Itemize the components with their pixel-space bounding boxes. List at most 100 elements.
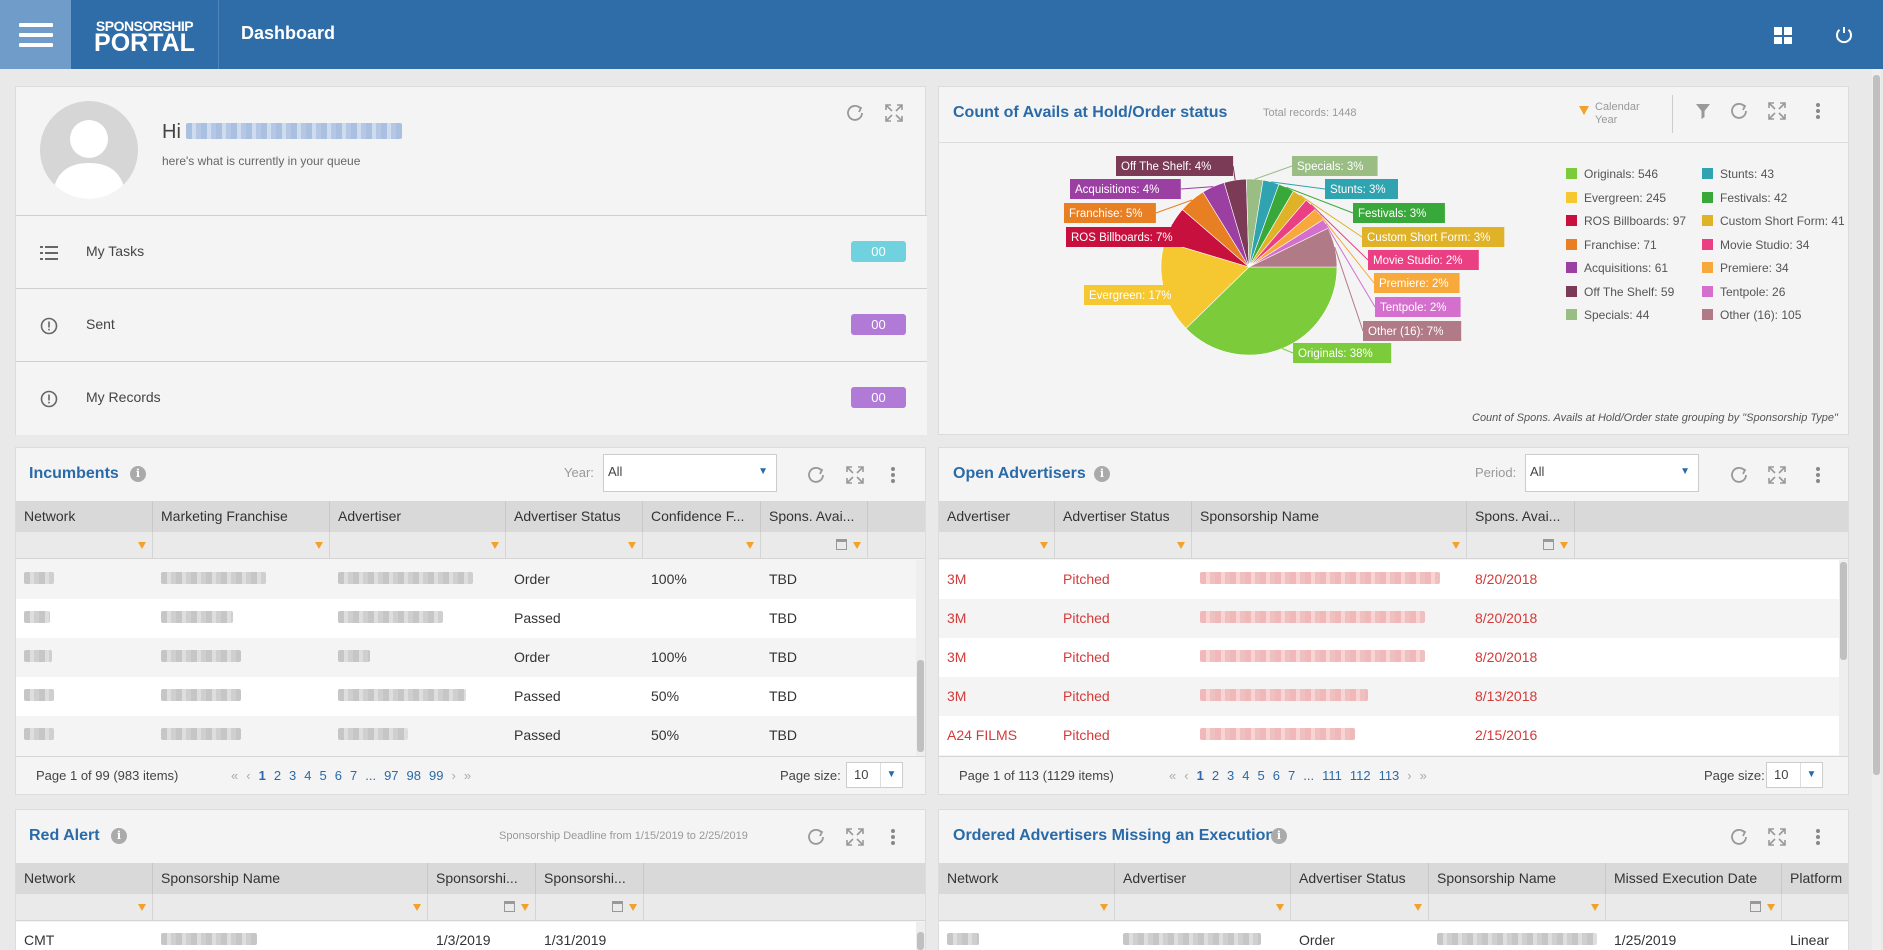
- info-icon[interactable]: i: [130, 466, 146, 482]
- filter-cell[interactable]: [506, 532, 643, 559]
- page-link[interactable]: 6: [334, 768, 342, 783]
- refresh-all-icon[interactable]: [1834, 25, 1854, 45]
- expand-icon[interactable]: [1767, 827, 1787, 847]
- last-page-icon[interactable]: »: [1419, 768, 1427, 783]
- legend-item[interactable]: Evergreen: 245: [1566, 191, 1666, 205]
- table-scrollbar[interactable]: [916, 922, 925, 950]
- legend-item[interactable]: Specials: 44: [1566, 308, 1649, 322]
- column-header[interactable]: Advertiser: [939, 501, 1055, 532]
- page-link[interactable]: 7: [349, 768, 358, 783]
- table-row[interactable]: Passed 50% TBD: [16, 716, 916, 755]
- more-options-icon[interactable]: [890, 465, 896, 485]
- column-header[interactable]: Advertiser: [330, 501, 506, 532]
- table-scrollbar[interactable]: [1839, 560, 1848, 756]
- legend-item[interactable]: Off The Shelf: 59: [1566, 285, 1674, 299]
- table-row[interactable]: A24 FILMS Pitched 2/15/2016: [939, 716, 1839, 755]
- page-size-select[interactable]: 10 ▼: [1766, 762, 1823, 788]
- filter-cell[interactable]: [939, 894, 1115, 921]
- page-ellipsis[interactable]: ...: [1303, 768, 1315, 783]
- info-icon[interactable]: i: [111, 828, 127, 844]
- next-page-icon[interactable]: ›: [1407, 768, 1412, 783]
- menu-icon[interactable]: [0, 0, 71, 69]
- legend-item[interactable]: Franchise: 71: [1566, 238, 1657, 252]
- page-link[interactable]: 97: [384, 768, 399, 783]
- column-header[interactable]: Platform: [1790, 870, 1843, 886]
- filter-cell[interactable]: [153, 894, 428, 921]
- page-ellipsis[interactable]: ...: [365, 768, 377, 783]
- column-header[interactable]: Advertiser: [1115, 863, 1291, 894]
- filter-cell[interactable]: [16, 894, 153, 921]
- more-options-icon[interactable]: [890, 827, 896, 847]
- column-header[interactable]: Advertiser Status: [1055, 501, 1192, 532]
- column-header[interactable]: Confidence F...: [643, 501, 761, 532]
- refresh-icon[interactable]: [1729, 465, 1749, 485]
- column-header[interactable]: Missed Execution Date: [1606, 863, 1782, 894]
- page-size-select[interactable]: 10 ▼: [846, 762, 903, 788]
- expand-icon[interactable]: [1767, 465, 1787, 485]
- legend-item[interactable]: Originals: 546: [1566, 167, 1658, 181]
- layout-grid-icon[interactable]: [1774, 27, 1792, 44]
- first-page-icon[interactable]: «: [1169, 768, 1177, 783]
- filter-cell[interactable]: [1192, 532, 1467, 559]
- expand-icon[interactable]: [1767, 101, 1787, 121]
- refresh-icon[interactable]: [1729, 101, 1749, 121]
- filter-cell[interactable]: [1291, 894, 1429, 921]
- legend-item[interactable]: Premiere: 34: [1702, 261, 1789, 275]
- column-header[interactable]: Network: [939, 863, 1115, 894]
- refresh-icon[interactable]: [806, 827, 826, 847]
- filter-cell[interactable]: [1467, 532, 1575, 559]
- page-link[interactable]: 4: [1242, 768, 1250, 783]
- table-row[interactable]: Order 1/25/2019 Linear: [939, 922, 1848, 950]
- expand-icon[interactable]: [884, 103, 904, 123]
- filter-cell[interactable]: [761, 532, 868, 559]
- page-link[interactable]: 5: [1257, 768, 1265, 783]
- info-icon[interactable]: i: [1094, 466, 1110, 482]
- more-options-icon[interactable]: [1815, 465, 1821, 485]
- page-link[interactable]: 3: [1227, 768, 1235, 783]
- refresh-icon[interactable]: [1729, 827, 1749, 847]
- page-link[interactable]: 4: [304, 768, 312, 783]
- page-link[interactable]: 99: [429, 768, 444, 783]
- filter-cell[interactable]: [939, 532, 1055, 559]
- more-options-icon[interactable]: [1815, 101, 1821, 121]
- column-header[interactable]: Marketing Franchise: [153, 501, 330, 532]
- page-link[interactable]: 113: [1378, 768, 1400, 783]
- legend-item[interactable]: Movie Studio: 34: [1702, 238, 1809, 252]
- year-select[interactable]: All ▼: [603, 454, 777, 492]
- next-page-icon[interactable]: ›: [451, 768, 456, 783]
- queue-item-my-records[interactable]: My Records 00: [16, 361, 927, 435]
- last-page-icon[interactable]: »: [463, 768, 472, 783]
- page-scrollbar[interactable]: [1872, 69, 1881, 950]
- filter-cell[interactable]: [1606, 894, 1782, 921]
- filter-cell[interactable]: [428, 894, 536, 921]
- page-link[interactable]: 7: [1287, 768, 1296, 783]
- table-row[interactable]: Passed TBD: [16, 599, 916, 638]
- filter-cell[interactable]: [330, 532, 506, 559]
- page-link[interactable]: 111: [1322, 768, 1342, 783]
- page-link[interactable]: 112: [1349, 768, 1371, 783]
- page-link[interactable]: 2: [1211, 768, 1220, 783]
- filter-cell[interactable]: [536, 894, 644, 921]
- column-header[interactable]: Network: [16, 501, 153, 532]
- page-link[interactable]: 98: [406, 768, 421, 783]
- column-header[interactable]: Advertiser Status: [506, 501, 643, 532]
- page-link[interactable]: 6: [1272, 768, 1280, 783]
- filter-cell[interactable]: [1115, 894, 1291, 921]
- expand-icon[interactable]: [845, 827, 865, 847]
- page-link[interactable]: 2: [273, 768, 282, 783]
- expand-icon[interactable]: [845, 465, 865, 485]
- pie-slice[interactable]: [1185, 266, 1338, 356]
- refresh-icon[interactable]: [845, 103, 865, 123]
- table-row[interactable]: 3M Pitched 8/20/2018: [939, 638, 1839, 677]
- column-header[interactable]: Sponsorshi...: [536, 863, 644, 894]
- legend-item[interactable]: Festivals: 42: [1702, 191, 1787, 205]
- column-header[interactable]: Spons. Avai...: [1467, 501, 1575, 532]
- legend-item[interactable]: ROS Billboards: 97: [1566, 214, 1686, 228]
- legend-item[interactable]: Tentpole: 26: [1702, 285, 1785, 299]
- more-options-icon[interactable]: [1815, 827, 1821, 847]
- column-header[interactable]: Sponsorshi...: [428, 863, 536, 894]
- column-header[interactable]: Sponsorship Name: [1429, 863, 1606, 894]
- column-header[interactable]: Spons. Avai...: [761, 501, 868, 532]
- table-row[interactable]: CMT 1/3/2019 1/31/2019: [16, 922, 916, 950]
- legend-item[interactable]: Acquisitions: 61: [1566, 261, 1668, 275]
